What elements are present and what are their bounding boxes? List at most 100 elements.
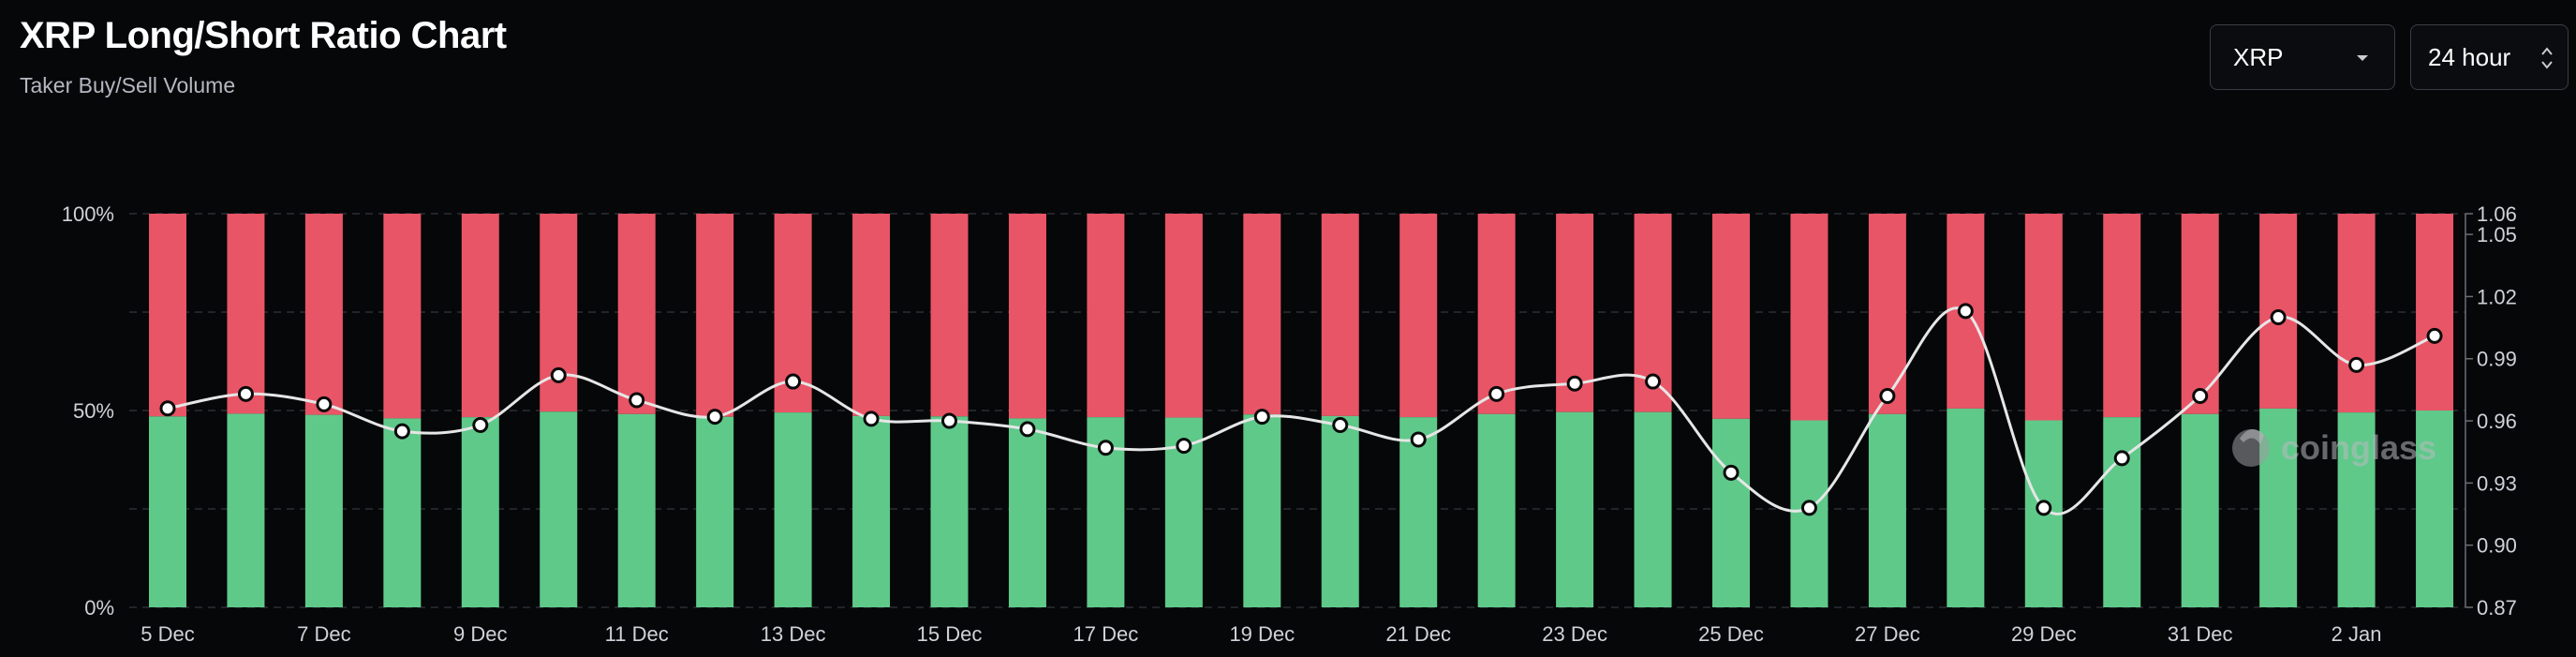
ratio-point	[1097, 440, 1114, 456]
x-tick-label: 2 Jan	[2332, 622, 2382, 646]
short-bar	[383, 214, 422, 419]
long-bar	[1556, 411, 1594, 607]
y-right-tick-label: 1.06	[2477, 202, 2517, 226]
page-title: XRP Long/Short Ratio Chart	[20, 15, 507, 56]
short-bar	[2181, 214, 2219, 414]
x-tick-label: 7 Dec	[297, 622, 350, 646]
short-bar	[2337, 214, 2376, 413]
long-bar	[2337, 412, 2376, 607]
coinglass-logo-icon	[2232, 428, 2270, 467]
ratio-point	[863, 411, 880, 427]
long-bar	[1947, 408, 1985, 607]
ratio-point	[159, 400, 176, 417]
ratio-point	[1253, 409, 1270, 426]
short-bar	[1087, 214, 1125, 418]
coin-select[interactable]: XRP	[2210, 24, 2395, 90]
ratio-point	[393, 423, 410, 440]
short-bar	[304, 214, 343, 415]
ratio-point	[1645, 373, 1662, 390]
y-left-tick-label: 50%	[73, 399, 114, 423]
long-bar	[1868, 413, 1906, 607]
ratio-point	[1723, 464, 1740, 481]
short-bar	[617, 214, 656, 414]
x-tick-label: 25 Dec	[1698, 622, 1764, 646]
y-right-tick-label: 0.93	[2477, 471, 2517, 495]
x-tick-label: 13 Dec	[761, 622, 826, 646]
ratio-point	[1176, 438, 1192, 455]
ratio-point	[237, 385, 254, 402]
long-bar	[540, 411, 578, 607]
ratio-point	[1019, 421, 1036, 438]
watermark-text: coinglass	[2281, 428, 2436, 467]
x-tick-label: 11 Dec	[605, 622, 669, 646]
short-bar	[1164, 214, 1203, 418]
long-bar	[461, 417, 499, 607]
short-bar	[461, 214, 499, 418]
long-bar	[227, 413, 265, 607]
y-right-tick-label: 0.90	[2477, 534, 2517, 558]
short-bar	[852, 214, 891, 416]
short-bar	[2416, 214, 2454, 411]
ratio-point	[941, 412, 957, 429]
x-tick-label: 29 Dec	[2011, 622, 2077, 646]
ratio-point	[1488, 385, 1505, 402]
period-select-value: 24 hour	[2428, 42, 2511, 71]
short-bar	[1477, 214, 1516, 414]
ratio-point	[785, 373, 802, 390]
short-bar	[1243, 214, 1281, 415]
ratio-point	[706, 409, 723, 426]
short-bar	[149, 214, 186, 417]
long-bar	[852, 415, 891, 607]
y-right-tick-label: 1.02	[2477, 285, 2517, 308]
ratio-point	[1332, 416, 1349, 433]
long-bar	[617, 413, 656, 607]
y-right-tick-label: 1.05	[2477, 223, 2517, 246]
x-tick-label: 31 Dec	[2168, 622, 2233, 646]
short-bar	[930, 214, 969, 417]
ratio-point	[1566, 375, 1583, 392]
short-bar	[2024, 214, 2063, 421]
ratio-point	[629, 392, 645, 409]
short-bar	[696, 214, 734, 417]
ratio-point	[1800, 500, 1817, 516]
x-tick-label: 23 Dec	[1542, 622, 1607, 646]
ratio-point	[2426, 327, 2443, 344]
long-bar	[2416, 411, 2454, 607]
chevron-up-down-icon	[2541, 47, 2553, 69]
y-right-tick-label: 0.96	[2477, 410, 2517, 433]
long-bar	[1477, 413, 1516, 607]
ratio-point	[316, 396, 333, 412]
y-right-tick-label: 0.87	[2477, 596, 2517, 620]
short-bar	[1399, 214, 1438, 418]
long-bar	[2103, 417, 2141, 607]
long-bar	[1321, 415, 1359, 607]
y-right-tick-label: 0.99	[2477, 348, 2517, 371]
short-bar	[227, 214, 265, 414]
long-bar	[1399, 417, 1438, 607]
x-tick-label: 21 Dec	[1385, 622, 1451, 646]
long-bar	[304, 414, 343, 607]
coin-select-value: XRP	[2233, 42, 2284, 71]
ratio-point	[2348, 356, 2365, 373]
short-bar	[1321, 214, 1359, 416]
ratio-point	[2036, 500, 2052, 516]
ratio-point	[2192, 388, 2209, 405]
long-bar	[696, 416, 734, 607]
ratio-point	[1879, 388, 1896, 405]
ratio-point	[1410, 431, 1427, 448]
long-bar	[149, 416, 186, 607]
long-bar	[1243, 414, 1281, 607]
long-bar	[1712, 418, 1750, 607]
long-bar	[930, 416, 969, 607]
short-bar	[1790, 214, 1828, 421]
long-bar	[1634, 411, 1672, 607]
short-bar	[2103, 214, 2141, 418]
caret-down-icon	[2357, 55, 2368, 61]
short-bar	[1008, 214, 1046, 419]
page-subtitle: Taker Buy/Sell Volume	[20, 73, 236, 97]
x-tick-label: 17 Dec	[1073, 622, 1139, 646]
long-bar	[383, 418, 422, 607]
period-select[interactable]: 24 hour	[2410, 24, 2569, 90]
long-bar	[2181, 413, 2219, 607]
